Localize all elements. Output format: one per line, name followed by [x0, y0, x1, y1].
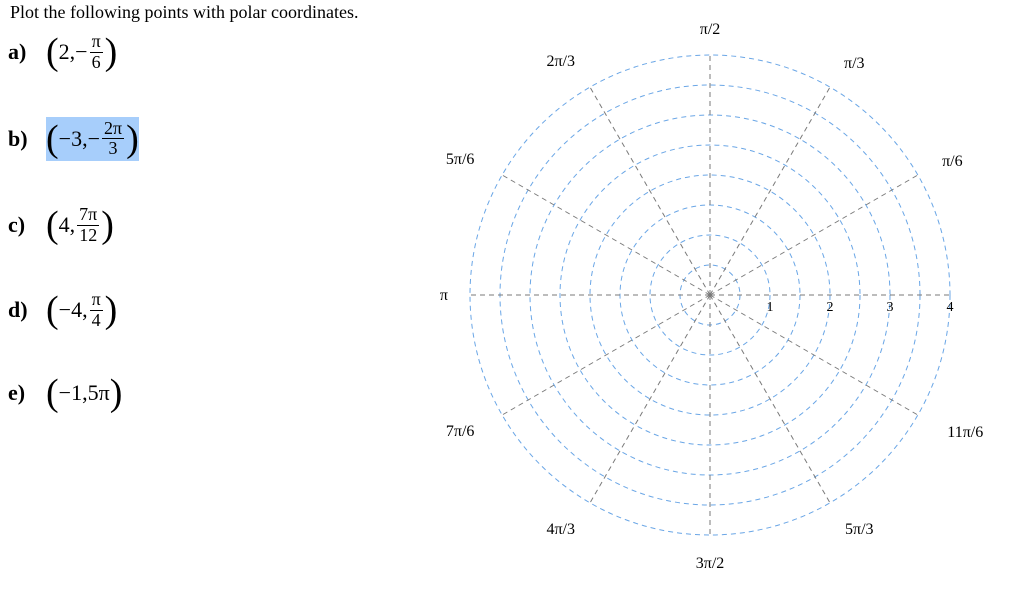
r-value: −3: [59, 126, 82, 152]
polar-coordinate: (4, 7π12): [46, 205, 114, 246]
radial-tick-label: 4: [947, 300, 954, 315]
r-value: 2: [59, 39, 70, 65]
item-label: d): [8, 297, 36, 323]
separator: ,: [82, 297, 88, 323]
polar-chart: 1 2 3 4 π/6 π/3 π/2 2π/3 5π/6 π 7π/6 4π/3 3π/2 5π/3 11…: [400, 10, 1020, 580]
paren-close: ): [126, 120, 139, 158]
separator: ,: [70, 212, 76, 238]
fraction-numerator: π: [90, 32, 103, 53]
theta-fraction: π6: [90, 32, 103, 73]
problem-item: a) (2, −π6): [8, 32, 139, 73]
problem-item: c) (4, 7π12): [8, 205, 139, 246]
item-label: b): [8, 126, 36, 152]
fraction-numerator: 7π: [77, 205, 99, 226]
polar-spoke: [590, 295, 710, 503]
problem-item: e) (−1, 5π): [8, 374, 139, 412]
angle-label: 5π/3: [845, 521, 874, 538]
polar-coordinate: (−3, −2π3): [46, 117, 139, 162]
polar-spoke: [710, 87, 830, 295]
radial-tick-label: 1: [767, 300, 774, 315]
question-prompt: Plot the following points with polar coo…: [10, 2, 358, 23]
theta-sign: −: [75, 39, 87, 65]
theta-fraction: 7π12: [77, 205, 99, 246]
angle-label: 11π/6: [947, 424, 983, 441]
paren-open: (: [46, 374, 59, 412]
problem-item: b)(−3, −2π3): [8, 117, 139, 162]
radial-tick-label: 2: [827, 300, 834, 315]
theta-sign: −: [88, 126, 100, 152]
fraction-denominator: 3: [107, 139, 120, 159]
item-label: a): [8, 39, 36, 65]
fraction-denominator: 12: [77, 226, 99, 246]
paren-open: (: [46, 120, 59, 158]
angle-label: π/3: [844, 55, 865, 72]
polar-coordinate: (2, −π6): [46, 32, 117, 73]
r-value: −1: [59, 380, 82, 406]
angle-label: 7π/6: [446, 423, 475, 440]
paren-open: (: [46, 206, 59, 244]
r-value: 4: [59, 212, 70, 238]
angle-label: π/6: [942, 153, 963, 170]
angle-label: 2π/3: [546, 53, 575, 70]
angle-label: 4π/3: [546, 521, 575, 538]
item-label: e): [8, 380, 36, 406]
fraction-numerator: 2π: [102, 119, 124, 140]
polar-spoke: [590, 87, 710, 295]
paren-close: ): [105, 291, 118, 329]
angle-label: π: [440, 287, 448, 304]
angle-label: 5π/6: [446, 151, 475, 168]
polar-coordinate: (−4, π4): [46, 290, 117, 331]
item-label: c): [8, 212, 36, 238]
paren-open: (: [46, 291, 59, 329]
polar-spoke: [710, 295, 830, 503]
polar-spoke: [502, 295, 710, 415]
problem-item: d) (−4, π4): [8, 290, 139, 331]
theta-value: 5π: [88, 380, 110, 406]
polar-spoke: [502, 175, 710, 295]
paren-open: (: [46, 33, 59, 71]
paren-close: ): [101, 206, 114, 244]
fraction-denominator: 4: [90, 311, 103, 331]
r-value: −4: [59, 297, 82, 323]
item-list: a)(2, −π6)b)(−3, −2π3)c)(4, 7π12)d)(−4, …: [8, 32, 139, 456]
paren-close: ): [105, 33, 118, 71]
polar-coordinate: (−1, 5π): [46, 374, 122, 412]
radial-tick-label: 3: [887, 300, 894, 315]
theta-fraction: π4: [90, 290, 103, 331]
fraction-numerator: π: [90, 290, 103, 311]
theta-fraction: 2π3: [102, 119, 124, 160]
fraction-denominator: 6: [90, 53, 103, 73]
angle-label: π/2: [700, 21, 721, 38]
paren-close: ): [110, 374, 123, 412]
angle-label: 3π/2: [696, 555, 725, 572]
polar-spoke: [710, 175, 918, 295]
